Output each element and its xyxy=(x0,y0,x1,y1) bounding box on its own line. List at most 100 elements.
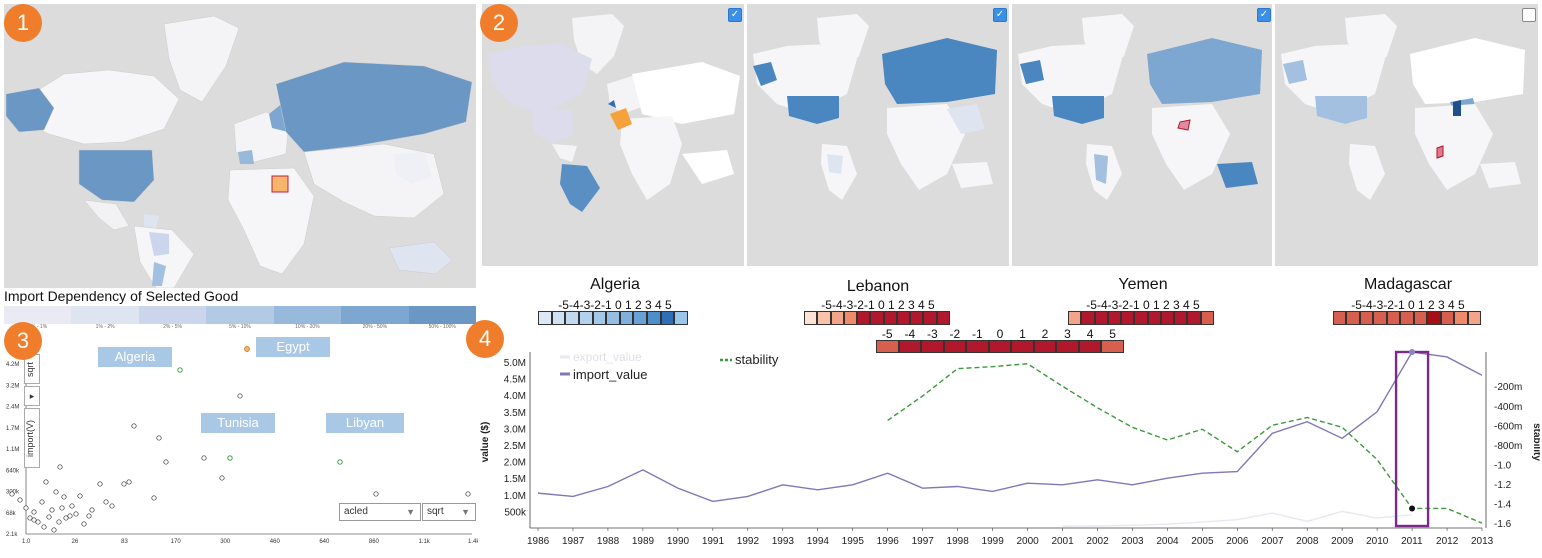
scatter-point xyxy=(9,491,15,497)
stability-cell xyxy=(1094,311,1108,325)
map-lebanon-checkbox[interactable]: ✓ xyxy=(993,8,1007,22)
scatter-point xyxy=(57,464,63,470)
highlight-point-import xyxy=(1409,349,1416,355)
y-axis-label: value ($) xyxy=(480,422,491,463)
world-map-graphic[interactable] xyxy=(4,4,476,288)
legend-tick-label: 5% - 10% xyxy=(229,324,251,330)
stability-cell xyxy=(923,311,937,325)
scatter-point xyxy=(156,435,162,441)
country-name-algeria: Algeria xyxy=(590,276,640,293)
series-line-import_value xyxy=(537,351,1483,503)
scatter-point-egypt xyxy=(244,346,250,352)
stability-scale-algeria xyxy=(538,311,688,325)
stability-tick: 0 xyxy=(996,327,1004,341)
stability-tick: -5 xyxy=(881,327,893,341)
stability-cell xyxy=(551,311,566,325)
stability-cell xyxy=(936,311,950,325)
stability-cell xyxy=(578,311,593,325)
scatter-point-algeria xyxy=(177,367,183,373)
small-map-lebanon[interactable] xyxy=(747,4,1009,266)
scatter-point xyxy=(53,489,59,495)
scatter-point xyxy=(86,513,92,519)
scatter-x-tick: 83 xyxy=(121,539,128,545)
scatter-y-tick: 3.2M xyxy=(6,383,19,389)
step-badge-4: 4 xyxy=(466,320,504,358)
small-map-algeria[interactable] xyxy=(482,4,744,266)
legend-tick-label: 10% - 20% xyxy=(295,324,320,330)
time-series-panel[interactable]: 1986 1987 1988 1989 1990 1991 1992 1993 1994 1995… xyxy=(476,344,1542,553)
scatter-point xyxy=(163,459,169,465)
legend-tick-label: 50% - 100% xyxy=(428,324,456,330)
scatter-point xyxy=(151,495,157,501)
scatter-point-tunisia xyxy=(227,455,233,461)
scatter-point xyxy=(131,423,137,429)
x-scale-select[interactable]: sqrt ▼ xyxy=(422,503,476,521)
y2-tick-label: -1.2 xyxy=(1494,480,1512,491)
scatter-point xyxy=(56,519,62,525)
stability-numbers-madagascar: -5-4-3-2-1 0 1 2 3 4 5 xyxy=(1351,298,1465,312)
x-axis-select[interactable]: acled ▼ xyxy=(339,503,421,521)
stability-scale-center xyxy=(876,340,1124,353)
scatter-y-tick: 640k xyxy=(6,468,20,474)
stability-cell xyxy=(966,340,989,353)
time-series-chart[interactable]: 1986 1987 1988 1989 1990 1991 1992 1993 1994 1995… xyxy=(476,344,1542,553)
scatter-point xyxy=(49,507,55,513)
scatter-point xyxy=(31,509,37,515)
y-tick-label: 3.5M xyxy=(504,408,526,419)
small-map-graphic[interactable] xyxy=(1275,4,1538,266)
stability-cell xyxy=(619,311,634,325)
series-line-export_value xyxy=(1062,510,1413,528)
x-tick-label: 1994 xyxy=(807,536,830,547)
map-yemen-checkbox[interactable]: ✓ xyxy=(1257,8,1271,22)
x-tick-label: 2011 xyxy=(1401,536,1423,547)
scatter-plot[interactable]: 4.2M3.2M2.4M1.7M1.1M640k300k68k2.1k1.026… xyxy=(4,322,480,552)
map-madagascar-checkbox[interactable] xyxy=(1522,8,1536,22)
stability-cell xyxy=(1160,311,1175,325)
scatter-point xyxy=(61,494,67,500)
stability-cell xyxy=(1147,311,1161,325)
y-tick-label: 500k xyxy=(504,507,527,518)
x-tick-label: 2008 xyxy=(1296,536,1319,547)
small-map-madagascar[interactable] xyxy=(1275,4,1538,266)
stability-cell xyxy=(857,311,871,325)
stability-cell xyxy=(1107,311,1122,325)
legend-ticks: 0% - 1% 1% - 2% 2% - 5% 5% - 10% 10% - 20% 20… xyxy=(4,324,476,330)
x-tick-label: 1997 xyxy=(912,536,935,547)
x-tick-label: 2006 xyxy=(1226,536,1249,547)
x-tick-label: 1989 xyxy=(632,536,655,547)
stability-cell xyxy=(1400,311,1414,325)
stability-tick: -3 xyxy=(926,327,938,341)
y-tick-label: 4.0M xyxy=(504,391,526,402)
y-axis-arrow-button[interactable]: ▸ xyxy=(24,386,40,406)
stability-scale-center-ticks: -5 -4 -3 -2 -1 0 1 2 3 4 5 xyxy=(876,327,1124,341)
y-tick-label: 4.5M xyxy=(504,375,526,386)
legend-label-export_value: export_value xyxy=(573,350,642,364)
small-map-yemen[interactable] xyxy=(1012,4,1272,266)
small-map-graphic[interactable] xyxy=(747,4,1009,266)
stability-numbers-algeria: -5-4-3-2-1 0 1 2 3 4 5 xyxy=(558,298,672,312)
legend-color-bar xyxy=(4,306,476,324)
small-map-graphic[interactable] xyxy=(482,4,744,266)
map-algeria-checkbox[interactable]: ✓ xyxy=(728,8,742,22)
stability-tick: 1 xyxy=(1019,327,1026,341)
stability-cell xyxy=(1011,340,1034,353)
scatter-y-tick: 1.1M xyxy=(6,447,19,453)
scatter-point xyxy=(73,511,79,517)
import-dependency-map[interactable] xyxy=(4,4,476,288)
y-axis-select[interactable]: import(V) xyxy=(24,408,40,468)
stability-cell xyxy=(830,311,844,325)
legend-tick-label: 20% - 50% xyxy=(362,324,388,330)
small-map-graphic[interactable] xyxy=(1012,4,1272,266)
stability-cell xyxy=(1174,311,1188,325)
scatter-plot-panel[interactable]: 4.2M3.2M2.4M1.7M1.1M640k300k68k2.1k1.026… xyxy=(4,322,480,552)
step-badge-1: 1 xyxy=(4,4,42,42)
stability-cell xyxy=(896,311,911,325)
scatter-y-tick: 68k xyxy=(6,511,17,517)
scatter-point xyxy=(39,499,45,505)
x-tick-label: 1993 xyxy=(772,536,795,547)
x-tick-label: 1986 xyxy=(527,536,550,547)
x-tick-label: 1998 xyxy=(947,536,970,547)
stability-scale-lebanon xyxy=(804,311,950,325)
scatter-point xyxy=(43,479,49,485)
chevron-down-icon: ▼ xyxy=(406,507,415,517)
